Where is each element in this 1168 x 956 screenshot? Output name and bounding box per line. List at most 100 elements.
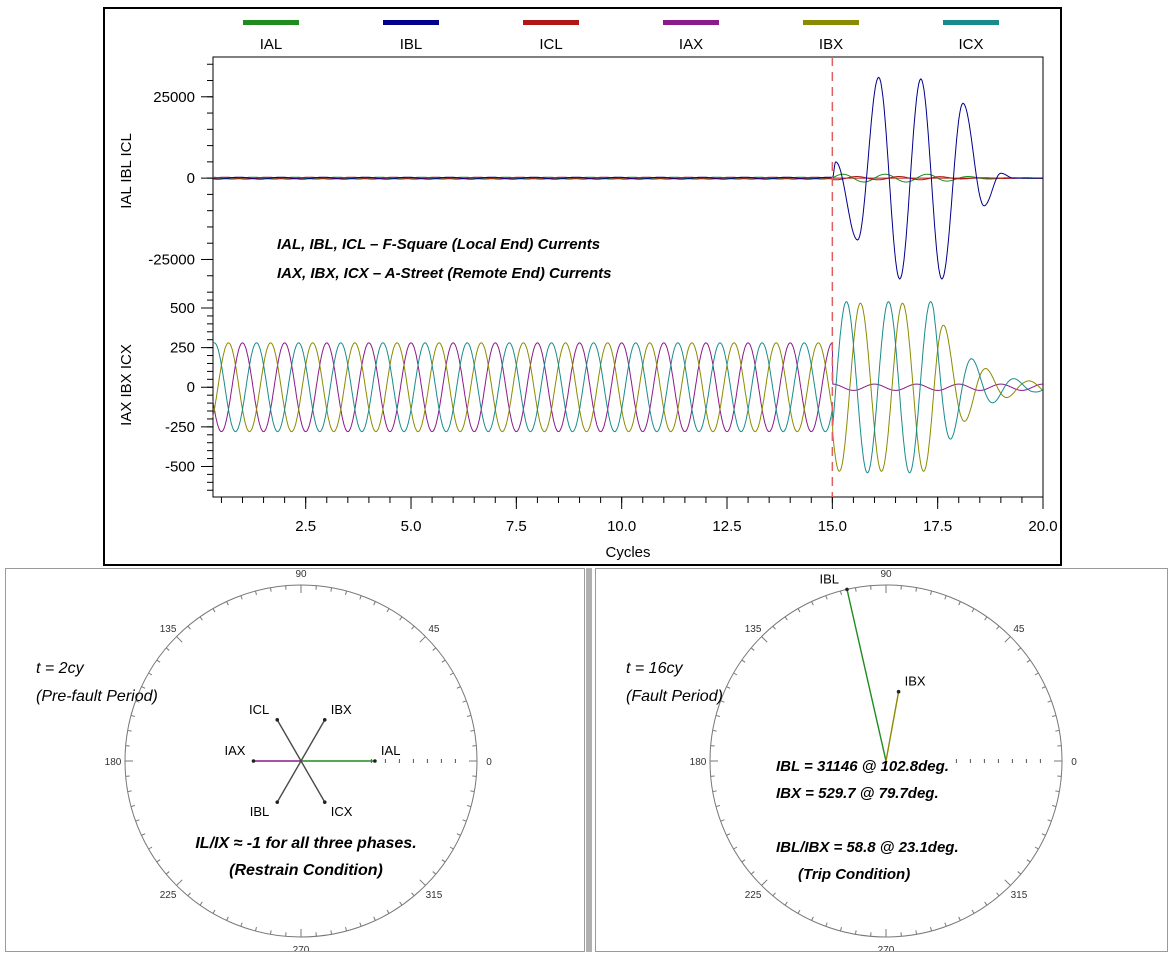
dial-tick [200, 902, 202, 905]
x-tick-label: 17.5 [923, 518, 952, 535]
phasor-label-ibx: IBX [905, 674, 926, 689]
upper-y-tick-label: -25000 [148, 251, 195, 268]
dial-tick [742, 660, 745, 662]
dial-tick [128, 791, 132, 792]
dial-tick [1048, 820, 1052, 821]
dial-tick [128, 730, 132, 731]
dial-tick [360, 596, 361, 600]
dial-tick [463, 701, 467, 702]
dial-tick [420, 880, 426, 886]
dial-tick [855, 588, 856, 592]
dial-tick [177, 880, 183, 886]
dial-tick [467, 715, 471, 716]
phasor-tip-ibx [897, 690, 901, 694]
angle-label: 90 [295, 569, 307, 580]
phasor-label-ibl: IBL [819, 571, 839, 586]
legend-swatch-ibl [383, 20, 439, 25]
phasor-tip-ibx [323, 718, 327, 722]
lower-y-tick-label: 500 [170, 300, 195, 317]
dial-tick [1018, 872, 1021, 875]
phasor-tip-iax [252, 759, 256, 763]
dial-tick [467, 806, 471, 807]
phasor-label-ial: IAL [381, 743, 401, 758]
dial-tick [855, 930, 856, 934]
dial-tick [1005, 880, 1011, 886]
ibl-value-note: IBL = 31146 @ 102.8deg. [776, 758, 949, 775]
dial-tick [1035, 847, 1038, 849]
dial-tick [463, 820, 467, 821]
phasor-tip-icx [323, 800, 327, 804]
dial-tick [972, 910, 974, 913]
dial-tick [1042, 834, 1046, 836]
upper-y-tick-label: 25000 [153, 89, 195, 106]
dial-tick [331, 930, 332, 934]
x-tick-label: 10.0 [607, 518, 636, 535]
dial-tick [1027, 860, 1030, 862]
angle-label: 135 [745, 624, 762, 635]
dial-tick [826, 923, 827, 927]
legend-label-icx: ICX [958, 36, 983, 53]
dial-tick [157, 660, 160, 662]
dial-tick [762, 637, 768, 643]
dial-tick [1055, 730, 1059, 731]
lower-y-tick-label: 250 [170, 340, 195, 357]
lower-plot [213, 302, 1043, 473]
dial-tick [360, 923, 361, 927]
phasor-tip-ial [373, 759, 377, 763]
dial-tick [985, 902, 987, 905]
upper-y-axis-label: IAL IBL ICL [118, 133, 135, 209]
dial-tick [131, 715, 135, 716]
dial-tick [131, 806, 135, 807]
annotation-remote: IAX, IBX, ICX – A-Street (Remote End) Cu… [277, 265, 612, 282]
dial-tick [442, 860, 445, 862]
legend-label-ibx: IBX [819, 36, 843, 53]
dial-tick [188, 893, 191, 896]
dial-tick [726, 834, 730, 836]
x-tick-label: 20.0 [1028, 518, 1057, 535]
dial-tick [157, 860, 160, 862]
dial-tick [255, 591, 256, 595]
dial-tick [412, 893, 415, 896]
angle-label: 0 [1071, 757, 1077, 768]
legend-label-iax: IAX [679, 36, 703, 53]
dial-tick [742, 860, 745, 862]
dial-tick [346, 591, 347, 595]
phasor-label-icl: ICL [249, 702, 269, 717]
phasor-label-ibx: IBX [331, 702, 352, 717]
condition-note: (Trip Condition) [798, 866, 910, 883]
phasor-label-ibl: IBL [250, 804, 270, 819]
dial-tick [470, 791, 474, 792]
dial-tick [931, 591, 932, 595]
lower-y-tick-label: -500 [165, 458, 195, 475]
phasor-label-icx: ICX [331, 804, 353, 819]
condition-note: (Restrain Condition) [229, 862, 383, 879]
angle-label: 225 [160, 890, 177, 901]
dial-tick [773, 626, 776, 629]
dial-tick [227, 917, 229, 921]
dial-tick [840, 927, 841, 931]
dial-tick [997, 893, 1000, 896]
x-tick-label: 15.0 [818, 518, 847, 535]
dial-tick [985, 617, 987, 620]
dial-tick [826, 596, 827, 600]
dial-tick [751, 872, 754, 875]
dial-tick [916, 588, 917, 592]
phasor-tip-ibl [845, 588, 849, 592]
dial-tick [331, 588, 332, 592]
dial-tick [734, 673, 737, 675]
phasor-tip-icl [275, 718, 279, 722]
dial-tick [916, 930, 917, 934]
dial-tick [470, 730, 474, 731]
dial-tick [840, 591, 841, 595]
phasor-tip-ibl [275, 800, 279, 804]
dial-tick [136, 820, 140, 821]
dial-tick [1055, 791, 1059, 792]
dial-tick [716, 715, 720, 716]
dial-tick [1005, 637, 1011, 643]
angle-label: 315 [426, 890, 443, 901]
